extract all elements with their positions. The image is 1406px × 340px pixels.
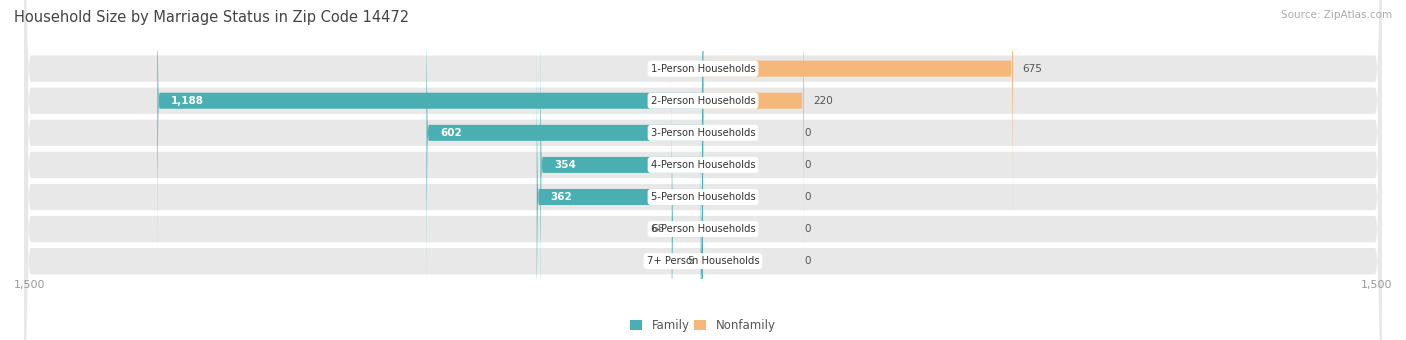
Text: 4-Person Households: 4-Person Households — [651, 160, 755, 170]
FancyBboxPatch shape — [24, 0, 1382, 340]
Legend: Family, Nonfamily: Family, Nonfamily — [626, 314, 780, 337]
Text: 354: 354 — [554, 160, 576, 170]
Text: 1,500: 1,500 — [1361, 280, 1392, 290]
Text: 6-Person Households: 6-Person Households — [651, 224, 755, 234]
FancyBboxPatch shape — [703, 0, 1012, 221]
FancyBboxPatch shape — [703, 0, 804, 253]
Text: 5: 5 — [688, 256, 693, 266]
Text: 1-Person Households: 1-Person Households — [651, 64, 755, 74]
FancyBboxPatch shape — [426, 0, 703, 285]
Text: 68: 68 — [651, 224, 665, 234]
Text: 3-Person Households: 3-Person Households — [651, 128, 755, 138]
FancyBboxPatch shape — [24, 0, 1382, 340]
FancyBboxPatch shape — [537, 45, 703, 340]
FancyBboxPatch shape — [24, 0, 1382, 340]
Text: 0: 0 — [804, 224, 810, 234]
FancyBboxPatch shape — [24, 0, 1382, 340]
Text: Source: ZipAtlas.com: Source: ZipAtlas.com — [1281, 10, 1392, 20]
Text: 1,500: 1,500 — [14, 280, 45, 290]
FancyBboxPatch shape — [700, 109, 703, 340]
FancyBboxPatch shape — [24, 0, 1382, 340]
FancyBboxPatch shape — [24, 0, 1382, 340]
Text: 0: 0 — [804, 256, 810, 266]
Text: 0: 0 — [804, 160, 810, 170]
Text: 0: 0 — [804, 128, 810, 138]
FancyBboxPatch shape — [24, 0, 1382, 340]
FancyBboxPatch shape — [672, 76, 703, 340]
Text: 5-Person Households: 5-Person Households — [651, 192, 755, 202]
Text: 602: 602 — [440, 128, 463, 138]
Text: 7+ Person Households: 7+ Person Households — [647, 256, 759, 266]
Text: 362: 362 — [551, 192, 572, 202]
Text: 2-Person Households: 2-Person Households — [651, 96, 755, 106]
FancyBboxPatch shape — [540, 13, 703, 317]
Text: 675: 675 — [1022, 64, 1042, 74]
FancyBboxPatch shape — [157, 0, 703, 253]
Text: 1,188: 1,188 — [172, 96, 204, 106]
Text: Household Size by Marriage Status in Zip Code 14472: Household Size by Marriage Status in Zip… — [14, 10, 409, 25]
Text: 220: 220 — [813, 96, 832, 106]
Text: 0: 0 — [804, 192, 810, 202]
